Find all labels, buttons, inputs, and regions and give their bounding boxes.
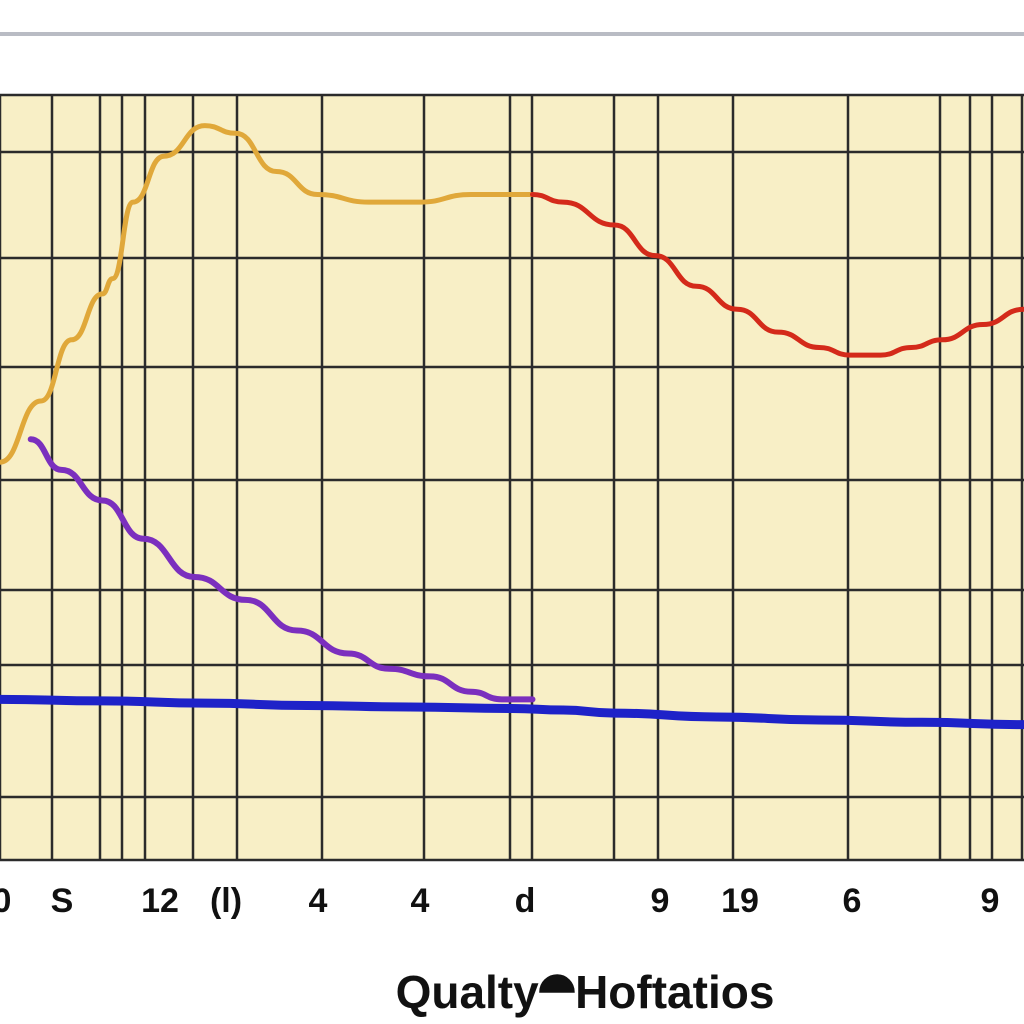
plot-area — [0, 95, 1024, 860]
x-tick-labels: 0 S 12 (l) 4 4 d 9 19 6 9 — [0, 882, 999, 920]
x-tick-label: S — [51, 882, 74, 920]
x-tick-label: 9 — [981, 882, 1000, 920]
grid — [0, 93, 1024, 862]
series-red-line — [529, 191, 1024, 358]
x-tick-label: 19 — [721, 882, 759, 920]
series-purple-line — [27, 436, 536, 703]
x-tick-label: 4 — [309, 882, 328, 920]
series-group — [0, 123, 1024, 730]
series-orange-line — [0, 123, 535, 465]
x-tick-label: 6 — [843, 882, 862, 920]
x-tick-label: 9 — [651, 882, 670, 920]
x-tick-label: (l) — [210, 882, 242, 920]
x-axis-title: Qualty⯊Hoftatios — [396, 966, 775, 1018]
x-tick-label: d — [515, 882, 536, 920]
x-tick-label: 0 — [0, 882, 11, 920]
x-tick-label: 4 — [411, 882, 430, 920]
x-tick-label: 12 — [141, 882, 179, 920]
series-blue-line — [0, 694, 1024, 730]
